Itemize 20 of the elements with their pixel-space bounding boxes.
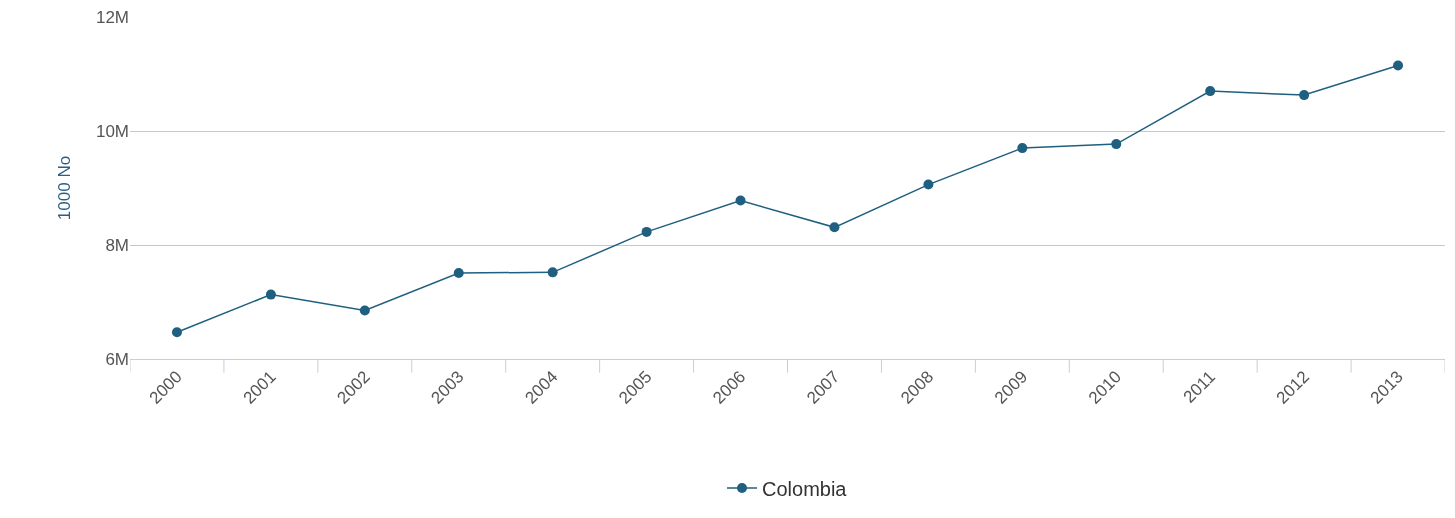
y-tick-label: 6M — [105, 349, 129, 369]
point — [265, 289, 276, 300]
point — [1017, 143, 1028, 154]
point — [1393, 60, 1404, 71]
point — [1299, 90, 1310, 101]
point — [1205, 86, 1216, 97]
y-axis-title: 1000 No — [55, 155, 75, 221]
point — [453, 267, 464, 278]
point — [547, 267, 558, 278]
y-tick-label: 8M — [105, 235, 129, 255]
point — [359, 305, 370, 316]
y-tick-label: 10M — [95, 121, 129, 141]
point — [829, 222, 840, 233]
point — [641, 226, 652, 237]
point — [735, 195, 746, 206]
point — [1111, 139, 1122, 150]
point — [171, 327, 182, 338]
legend-label: Colombia — [762, 477, 848, 500]
y-tick-label: 12M — [95, 7, 129, 27]
point — [923, 179, 934, 190]
